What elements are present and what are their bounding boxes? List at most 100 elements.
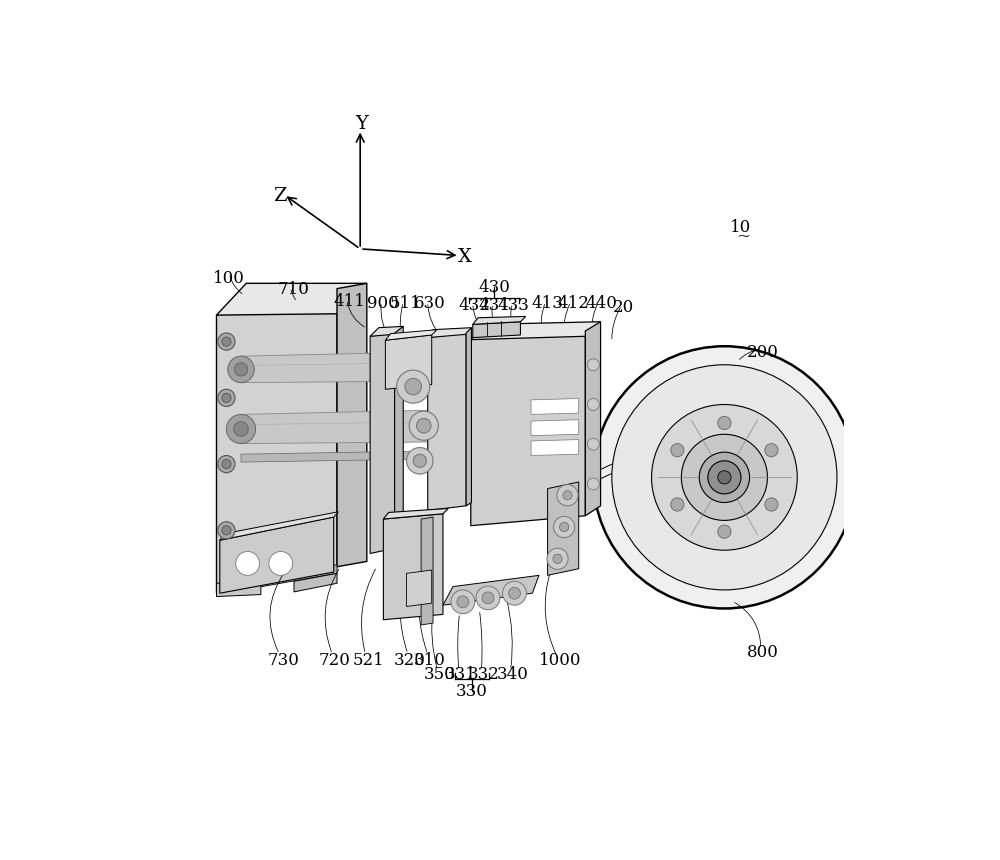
Circle shape	[587, 439, 599, 450]
Text: 411: 411	[333, 293, 365, 310]
Text: ~: ~	[736, 227, 750, 244]
Polygon shape	[466, 328, 471, 506]
Polygon shape	[220, 517, 334, 593]
Circle shape	[218, 390, 235, 407]
Circle shape	[482, 592, 494, 604]
Polygon shape	[337, 283, 367, 567]
Circle shape	[593, 347, 856, 609]
Circle shape	[226, 415, 256, 444]
Polygon shape	[443, 575, 539, 605]
Circle shape	[587, 398, 599, 410]
Polygon shape	[370, 333, 395, 554]
Circle shape	[699, 452, 750, 502]
Text: 440: 440	[585, 295, 617, 312]
Polygon shape	[383, 513, 443, 620]
Circle shape	[765, 444, 778, 457]
Circle shape	[547, 548, 568, 569]
Polygon shape	[294, 574, 337, 592]
Polygon shape	[473, 316, 526, 324]
Circle shape	[718, 525, 731, 538]
Circle shape	[269, 551, 293, 575]
Circle shape	[222, 393, 231, 402]
Circle shape	[218, 333, 235, 350]
Text: 720: 720	[319, 652, 351, 669]
Circle shape	[416, 419, 431, 433]
Circle shape	[560, 522, 569, 531]
Circle shape	[554, 516, 575, 538]
Text: 432: 432	[459, 297, 491, 314]
Polygon shape	[370, 326, 403, 336]
Polygon shape	[585, 322, 601, 516]
Circle shape	[407, 447, 433, 474]
Text: 511: 511	[389, 295, 421, 312]
Polygon shape	[428, 333, 466, 511]
Text: 412: 412	[557, 295, 589, 312]
Circle shape	[228, 356, 254, 383]
Circle shape	[218, 456, 235, 473]
Circle shape	[718, 416, 731, 430]
Text: 310: 310	[414, 652, 446, 669]
Circle shape	[671, 498, 684, 511]
Text: 100: 100	[213, 270, 245, 287]
Circle shape	[397, 370, 430, 403]
Circle shape	[476, 586, 500, 610]
Circle shape	[222, 525, 231, 535]
Polygon shape	[241, 450, 479, 462]
Text: 20: 20	[613, 298, 634, 316]
Circle shape	[413, 454, 426, 468]
Circle shape	[457, 596, 469, 608]
Text: 413: 413	[532, 295, 564, 312]
Text: 433: 433	[498, 297, 530, 314]
Polygon shape	[241, 351, 479, 383]
Text: 330: 330	[456, 683, 487, 700]
Polygon shape	[473, 322, 520, 338]
Circle shape	[503, 581, 526, 605]
Polygon shape	[395, 326, 403, 548]
Polygon shape	[531, 439, 579, 456]
Polygon shape	[216, 283, 367, 315]
Circle shape	[708, 461, 741, 494]
Polygon shape	[216, 289, 337, 593]
Polygon shape	[385, 335, 432, 390]
Polygon shape	[220, 512, 338, 540]
Circle shape	[236, 551, 260, 575]
Circle shape	[234, 363, 248, 376]
Circle shape	[405, 378, 421, 395]
Text: 320: 320	[394, 652, 426, 669]
Text: 331: 331	[445, 666, 477, 683]
Polygon shape	[216, 581, 261, 597]
Circle shape	[222, 459, 231, 469]
Polygon shape	[216, 565, 337, 594]
Circle shape	[509, 587, 520, 599]
Circle shape	[718, 470, 731, 484]
Circle shape	[765, 498, 778, 511]
Text: 430: 430	[478, 279, 510, 296]
Text: 350: 350	[424, 666, 456, 683]
Text: 200: 200	[747, 344, 779, 361]
Text: 730: 730	[268, 652, 300, 669]
Circle shape	[671, 444, 684, 457]
Circle shape	[222, 337, 231, 347]
Circle shape	[587, 478, 599, 490]
Text: 521: 521	[353, 652, 385, 669]
Text: 630: 630	[414, 295, 446, 312]
Text: X: X	[458, 248, 472, 266]
Circle shape	[612, 365, 837, 590]
Text: 332: 332	[467, 666, 499, 683]
Polygon shape	[421, 517, 433, 625]
Polygon shape	[531, 420, 579, 436]
Polygon shape	[385, 329, 437, 341]
Polygon shape	[548, 482, 579, 575]
Polygon shape	[241, 409, 479, 444]
Text: Y: Y	[355, 115, 368, 133]
Text: 340: 340	[497, 666, 528, 683]
Text: 900: 900	[367, 295, 399, 312]
Polygon shape	[407, 570, 432, 606]
Polygon shape	[383, 508, 448, 519]
Circle shape	[563, 490, 572, 500]
Polygon shape	[471, 322, 601, 340]
Polygon shape	[531, 398, 579, 415]
Circle shape	[587, 359, 599, 371]
Circle shape	[681, 434, 767, 520]
Text: 1000: 1000	[539, 652, 581, 669]
